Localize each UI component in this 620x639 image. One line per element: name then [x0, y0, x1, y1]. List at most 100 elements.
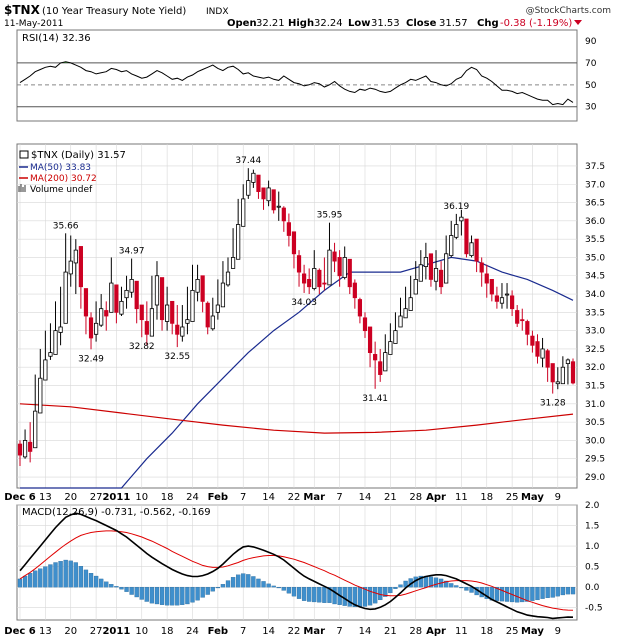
macd-histogram-bar: [433, 577, 439, 588]
macd-histogram-bar: [393, 586, 398, 589]
macd-histogram-bar: [428, 576, 434, 588]
macd-histogram-bar: [484, 586, 489, 599]
macd-tick-label: 2.0: [585, 501, 600, 511]
rsi-tick-label: 90: [585, 37, 597, 47]
macd-histogram-bar: [357, 586, 363, 608]
macd-xaxis-label: May: [521, 626, 544, 637]
price-xaxis-label: 28: [409, 492, 422, 503]
macd-histogram-bar: [53, 562, 58, 588]
price-xaxis-label: 9: [555, 492, 561, 503]
candle-legend-icon: [19, 150, 29, 159]
price-tick-label: 35.5: [585, 235, 605, 245]
macd-histogram-bar: [241, 573, 246, 588]
macd-histogram-bar: [266, 583, 271, 588]
macd-xaxis-label: Feb: [208, 626, 228, 637]
rsi-tick-label: 30: [585, 103, 597, 113]
candle-up: [276, 205, 281, 208]
candle-down: [271, 189, 276, 211]
macd-tick-label: 1.5: [585, 522, 599, 532]
candle-down: [104, 310, 109, 317]
candle-up: [22, 440, 28, 458]
price-xaxis-label: 14: [262, 492, 275, 503]
macd-histogram-bar: [230, 577, 236, 588]
macd-histogram-bar: [200, 586, 205, 598]
candle-up: [190, 289, 195, 322]
price-xaxis-label: Mar: [303, 492, 325, 503]
candle-up: [388, 341, 393, 355]
macd-histogram-bar: [494, 586, 500, 601]
price-tick-label: 34.5: [585, 272, 605, 282]
candle-down: [570, 361, 576, 384]
macd-histogram-bar: [119, 586, 124, 590]
macd-histogram-bar: [164, 586, 170, 606]
macd-histogram-bar: [291, 586, 297, 597]
price-xaxis-label: May: [521, 492, 544, 503]
candle-down: [479, 262, 484, 273]
candle-up: [413, 279, 418, 295]
low-value: 31.53: [371, 18, 400, 29]
candle-down: [17, 443, 23, 456]
high-label: High: [288, 18, 314, 29]
candle-down: [438, 269, 444, 288]
candle-down: [373, 354, 378, 361]
macd-histogram-bar: [555, 586, 560, 597]
macd-histogram-bar: [43, 566, 48, 588]
candle-down: [78, 246, 83, 288]
price-xaxis-label: 10: [135, 492, 148, 503]
price-panel: [16, 143, 578, 489]
macd-xaxis-label: Dec 6: [4, 626, 35, 637]
macd-histogram-bar: [565, 586, 571, 595]
candle-down: [322, 282, 327, 285]
candle-up: [58, 326, 63, 333]
macd-histogram-bar: [73, 562, 78, 588]
candle-up: [119, 300, 124, 315]
price-annotation: 34.03: [291, 298, 317, 308]
macd-histogram-bar: [68, 560, 73, 588]
chg-value: -0.38 (-1.19%): [500, 18, 572, 29]
price-xaxis-label: 14: [359, 492, 372, 503]
macd-histogram-bar: [388, 586, 393, 594]
candle-down: [337, 257, 342, 277]
macd-histogram-bar: [88, 573, 94, 588]
ma200-line: [19, 403, 574, 434]
macd-histogram-bar: [205, 586, 210, 595]
rsi-tick-label: 70: [585, 59, 597, 69]
macd-histogram-bar: [525, 586, 530, 602]
macd-histogram-bar: [347, 586, 352, 607]
candle-down: [307, 279, 312, 288]
candle-down: [357, 299, 363, 317]
macd-histogram-bar: [296, 586, 302, 599]
macd-histogram-bar: [342, 586, 347, 606]
candle-down: [291, 231, 297, 255]
macd-histogram-bar: [504, 586, 510, 602]
candle-down: [332, 251, 337, 262]
exchange: INDX: [206, 7, 228, 17]
price-xaxis-label: Apr: [426, 492, 446, 503]
macd-xaxis-label: 22: [288, 626, 301, 637]
security-name: (10 Year Treasury Note Yield): [42, 6, 186, 17]
candle-up: [154, 275, 160, 306]
price-xaxis-label: Feb: [208, 492, 228, 503]
macd-legend: MACD(12,26,9) -0.731, -0.562, -0.169: [22, 507, 211, 518]
macd-histogram-bar: [134, 586, 139, 598]
candle-up: [48, 352, 53, 357]
candle-up: [469, 242, 474, 257]
price-xaxis-label: 25: [506, 492, 519, 503]
candle-down: [428, 253, 434, 280]
macd-histogram-bar: [99, 578, 104, 588]
macd-histogram-bar: [307, 586, 312, 602]
macd-histogram-bar: [271, 585, 276, 588]
macd-histogram-bar: [38, 568, 43, 588]
price-annotation: 34.97: [119, 247, 145, 257]
macd-xaxis-label: 20: [64, 626, 77, 637]
candle-down: [352, 282, 357, 299]
candle-up: [215, 304, 220, 313]
macd-histogram-bar: [550, 586, 555, 598]
candle-up: [403, 308, 408, 319]
candle-down: [347, 258, 352, 288]
macd-histogram-bar: [560, 586, 566, 596]
candle-down: [515, 310, 520, 324]
candle-down: [530, 335, 535, 346]
candle-down: [484, 273, 489, 284]
macd-histogram-bar: [185, 586, 190, 605]
